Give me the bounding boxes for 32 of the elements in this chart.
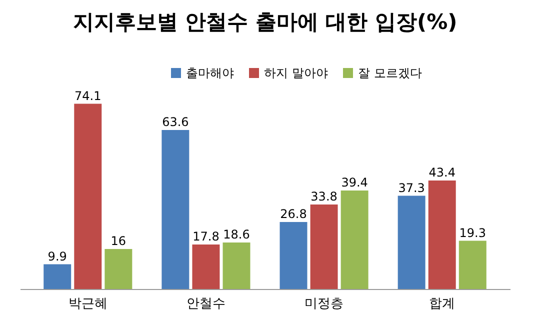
bar bbox=[222, 242, 250, 289]
x-tick-label: 안철수 bbox=[186, 296, 226, 312]
data-label: 26.8 bbox=[280, 207, 307, 221]
x-tick-label: 미정층 bbox=[304, 296, 344, 312]
bar bbox=[428, 180, 456, 289]
data-label: 19.3 bbox=[459, 226, 486, 240]
legend-label: 출마해야 bbox=[186, 66, 234, 80]
legend-label: 잘 모르겠다 bbox=[358, 66, 422, 80]
bar bbox=[104, 249, 132, 289]
data-label: 74.1 bbox=[74, 88, 102, 103]
bar bbox=[398, 196, 426, 289]
bar bbox=[458, 240, 486, 289]
data-label: 9.9 bbox=[48, 249, 67, 264]
data-label: 43.4 bbox=[428, 166, 456, 180]
bar bbox=[74, 104, 102, 289]
bar bbox=[310, 204, 338, 289]
data-label: 37.3 bbox=[398, 180, 425, 195]
bar bbox=[44, 264, 72, 289]
data-label: 17.8 bbox=[192, 230, 220, 244]
data-label: 16 bbox=[110, 234, 126, 248]
bar bbox=[280, 222, 308, 289]
data-label: 18.6 bbox=[223, 228, 250, 242]
bar bbox=[340, 190, 368, 289]
bar bbox=[162, 130, 190, 289]
bar bbox=[192, 244, 220, 289]
x-tick-label: 합계 bbox=[429, 296, 456, 312]
data-label: 33.8 bbox=[310, 190, 338, 204]
chart-title: 지지후보별 안철수 출마에 대한 입장(%) bbox=[72, 10, 458, 34]
data-label: 39.4 bbox=[341, 176, 368, 190]
data-label: 63.6 bbox=[162, 115, 189, 129]
legend-label: 하지 말아야 bbox=[264, 66, 328, 80]
x-tick-label: 박근혜 bbox=[68, 296, 108, 312]
